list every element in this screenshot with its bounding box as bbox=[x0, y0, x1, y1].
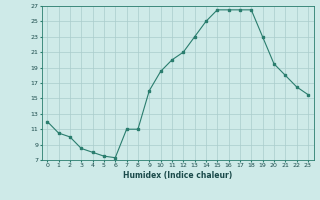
X-axis label: Humidex (Indice chaleur): Humidex (Indice chaleur) bbox=[123, 171, 232, 180]
